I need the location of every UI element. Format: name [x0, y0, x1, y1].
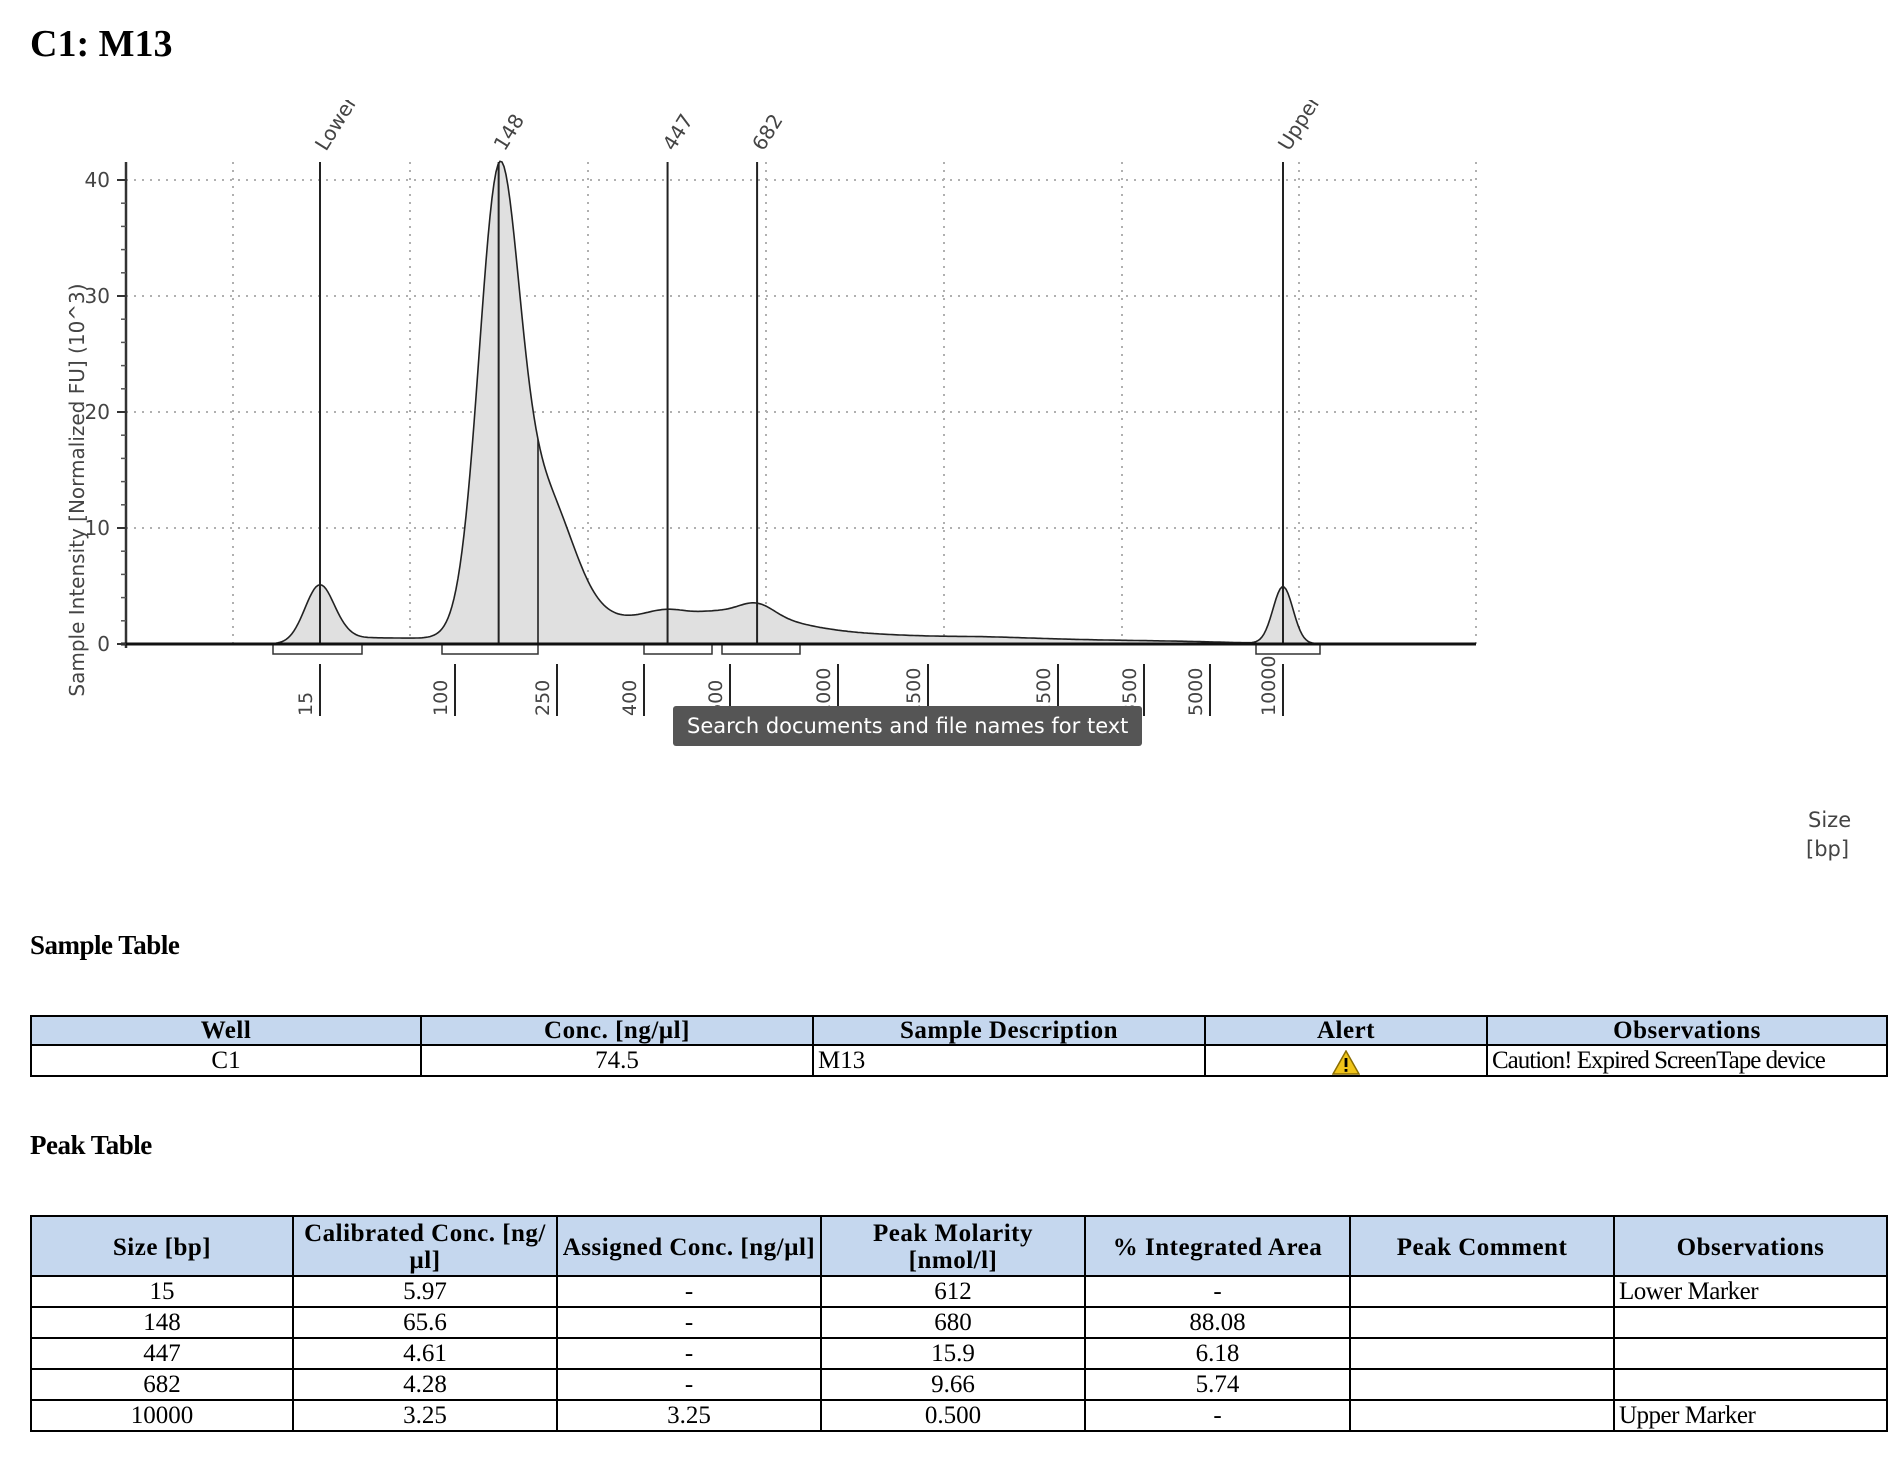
peak-table-header: Size [bp] Calibrated Conc. [ng/µl] Assig…: [30, 1215, 1888, 1277]
y-tick-label: 10: [85, 516, 110, 540]
tooltip: Search documents and file names for text: [673, 706, 1143, 746]
x-tick-label: 2500: [1033, 668, 1055, 716]
sample-table-title: Sample Table: [30, 930, 180, 960]
table-row: 15 5.97-612- Lower Marker: [30, 1275, 1888, 1308]
trace-area: [126, 160, 1476, 645]
cell-observations: [1613, 1337, 1888, 1370]
cell-calibrated-conc: 65.6: [292, 1306, 558, 1339]
peak-label: 447: [657, 110, 698, 155]
cell-size: 10000: [30, 1399, 294, 1432]
header-observations: Observations: [1613, 1215, 1888, 1277]
cell-integrated-area: 6.18: [1084, 1337, 1351, 1370]
x-tick-label: 15: [295, 692, 317, 716]
y-tick-label: 0: [97, 632, 110, 656]
peak-table-title: Peak Table: [30, 1130, 152, 1160]
sample-table-header: Well Conc. [ng/µl] Sample Description Al…: [30, 1015, 1888, 1046]
cell-observations: Caution! Expired ScreenTape device: [1486, 1044, 1888, 1077]
y-tick-label: 20: [85, 400, 110, 424]
peak-table: Size [bp] Calibrated Conc. [ng/µl] Assig…: [30, 1215, 1888, 1432]
cell-observations: [1613, 1306, 1888, 1339]
table-row: 682 4.28-9.66 5.74: [30, 1368, 1888, 1401]
cell-integrated-area: -: [1084, 1399, 1351, 1432]
cell-alert: [1204, 1044, 1488, 1077]
peak-label: 148: [489, 110, 530, 155]
x-tick-label: 1000: [813, 668, 835, 716]
cell-calibrated-conc: 4.61: [292, 1337, 558, 1370]
cell-integrated-area: 88.08: [1084, 1306, 1351, 1339]
cell-peak-comment: [1349, 1337, 1615, 1370]
cell-peak-comment: [1349, 1399, 1615, 1432]
peak-label: 682: [747, 110, 788, 155]
x-tick-label: 5000: [1185, 668, 1207, 716]
cell-size: 682: [30, 1368, 294, 1401]
x-tick-label: 100: [430, 680, 452, 716]
warning-icon: [1332, 1049, 1360, 1075]
header-assigned-conc: Assigned Conc. [ng/µl]: [556, 1215, 822, 1277]
sample-table: Well Conc. [ng/µl] Sample Description Al…: [30, 1015, 1888, 1077]
x-tick-label: 400: [619, 680, 641, 716]
cell-conc: 74.5: [420, 1044, 814, 1077]
cell-peak-molarity: 612: [820, 1275, 1086, 1308]
header-well: Well: [30, 1015, 422, 1046]
header-alert: Alert: [1204, 1015, 1488, 1046]
cell-size: 148: [30, 1306, 294, 1339]
y-tick-label: 30: [85, 284, 110, 308]
cell-size: 447: [30, 1337, 294, 1370]
cell-assigned-conc: -: [556, 1337, 822, 1370]
chart-trace: [126, 160, 1476, 655]
cell-integrated-area: 5.74: [1084, 1368, 1351, 1401]
table-row: 10000 3.25 3.25 0.500- Upper Marker: [30, 1399, 1888, 1432]
cell-peak-molarity: 15.9: [820, 1337, 1086, 1370]
header-observations: Observations: [1486, 1015, 1888, 1046]
cell-integrated-area: -: [1084, 1275, 1351, 1308]
page-title: C1: M13: [30, 23, 173, 65]
chart-grid: [126, 162, 1477, 644]
peak-label: Lower: [310, 100, 363, 155]
header-conc: Conc. [ng/µl]: [420, 1015, 814, 1046]
cell-peak-comment: [1349, 1368, 1615, 1401]
peak-label: Upper: [1273, 100, 1326, 155]
cell-peak-molarity: 0.500: [820, 1399, 1086, 1432]
cell-assigned-conc: -: [556, 1368, 822, 1401]
cell-observations: Lower Marker: [1613, 1275, 1888, 1308]
cell-peak-molarity: 680: [820, 1306, 1086, 1339]
table-row: 148 65.6-680 88.08: [30, 1306, 1888, 1339]
cell-assigned-conc: 3.25: [556, 1399, 822, 1432]
header-calibrated-conc: Calibrated Conc. [ng/µl]: [292, 1215, 558, 1277]
header-integrated-area: % Integrated Area: [1084, 1215, 1351, 1277]
cell-calibrated-conc: 5.97: [292, 1275, 558, 1308]
x-axis-label-line1: Size: [1808, 808, 1851, 832]
x-tick-label: 1500: [903, 668, 925, 716]
cell-peak-comment: [1349, 1275, 1615, 1308]
cell-peak-comment: [1349, 1306, 1615, 1339]
table-row: C1 74.5 M13 Caution! Expired ScreenTape …: [30, 1044, 1888, 1077]
y-tick-label: 40: [85, 168, 110, 192]
cell-calibrated-conc: 4.28: [292, 1368, 558, 1401]
cell-peak-molarity: 9.66: [820, 1368, 1086, 1401]
table-row: 447 4.61-15.9 6.18: [30, 1337, 1888, 1370]
y-axis-label: Sample Intensity [Normalized FU] (10^3): [65, 283, 89, 696]
electropherogram-chart: Lower 148 447 682 Upper 0 10 20 30 40 15 100 250 400…: [65, 100, 1851, 861]
header-size: Size [bp]: [30, 1215, 294, 1277]
cell-assigned-conc: -: [556, 1275, 822, 1308]
cell-size: 15: [30, 1275, 294, 1308]
cell-observations: Upper Marker: [1613, 1399, 1888, 1432]
header-peak-molarity: Peak Molarity [nmol/l]: [820, 1215, 1086, 1277]
x-tick-label: 250: [532, 680, 554, 716]
header-sample-description: Sample Description: [812, 1015, 1206, 1046]
cell-assigned-conc: -: [556, 1306, 822, 1339]
x-tick-label: 10000: [1258, 656, 1280, 716]
x-axis-label-line2: [bp]: [1806, 837, 1849, 861]
cell-calibrated-conc: 3.25: [292, 1399, 558, 1432]
header-peak-comment: Peak Comment: [1349, 1215, 1615, 1277]
cell-description: M13: [812, 1044, 1206, 1077]
cell-well: C1: [30, 1044, 422, 1077]
cell-observations: [1613, 1368, 1888, 1401]
x-tick-label: 3500: [1119, 668, 1141, 716]
